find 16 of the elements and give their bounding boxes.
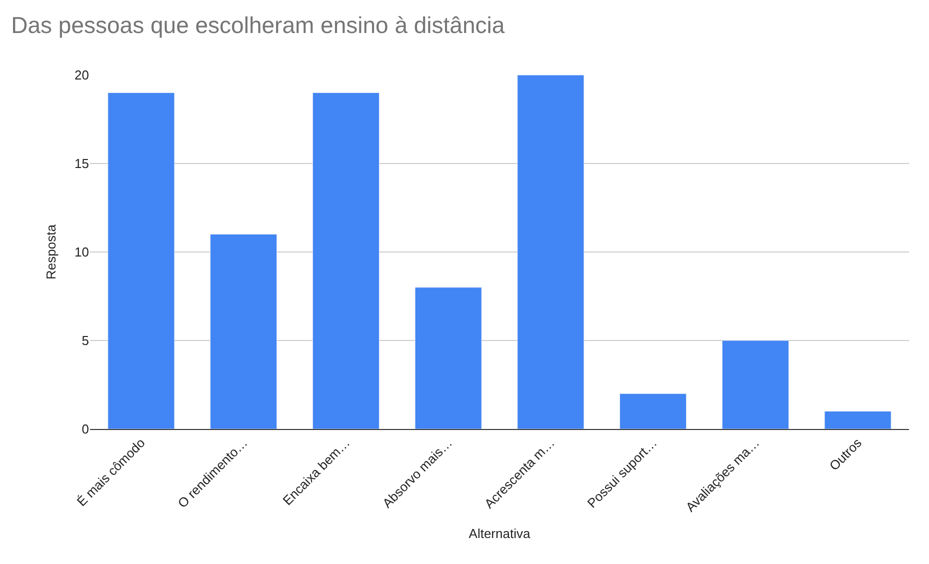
x-axis-title: Alternativa	[468, 526, 531, 542]
y-tick-label: 5	[82, 333, 89, 348]
bar	[312, 92, 380, 429]
bar	[722, 340, 789, 429]
y-tick-label: 10	[74, 244, 89, 260]
bar	[824, 411, 892, 429]
bar	[108, 92, 175, 429]
y-tick-label: 20	[74, 68, 89, 83]
bar	[517, 75, 584, 429]
chart-title: Das pessoas que escolheram ensino à distância	[11, 12, 505, 38]
bar	[620, 393, 687, 429]
y-axis-title: Resposta	[43, 224, 58, 280]
bar	[414, 287, 482, 429]
bar	[210, 234, 278, 429]
y-tick-label: 0	[82, 422, 89, 437]
y-tick-label: 15	[74, 156, 89, 172]
